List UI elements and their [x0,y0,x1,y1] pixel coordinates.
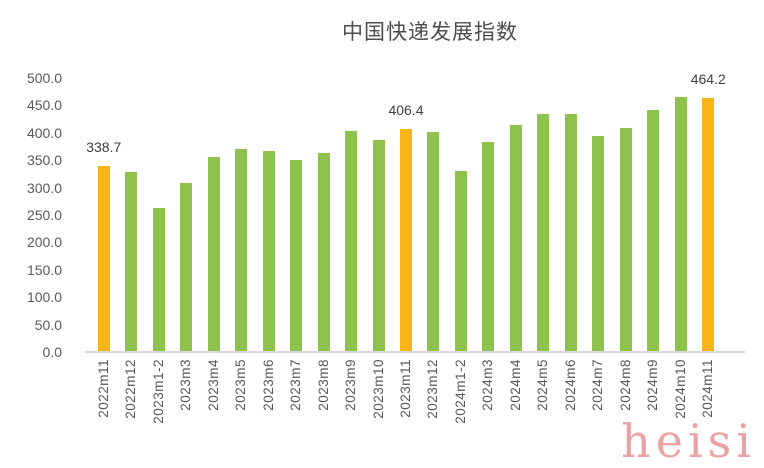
y-axis-tick-label: 150.0 [26,261,62,278]
bar-highlighted [400,129,412,352]
y-axis-tick-label: 300.0 [26,179,62,196]
bar-value-label: 406.4 [388,102,424,119]
bar-value-label: 338.7 [86,139,122,156]
bar [674,97,687,352]
bar [345,130,358,352]
bar [152,208,165,352]
bar [317,153,330,352]
bar [235,149,248,352]
y-axis-tick-label: 400.0 [26,124,62,141]
bar [262,150,275,352]
bar [482,142,495,352]
bar [454,170,467,352]
y-axis-tick-label: 0.0 [42,344,62,360]
bar-highlighted [702,97,715,352]
watermark: heisi [621,414,756,468]
y-axis-tick-label: 100.0 [26,289,62,306]
bar [207,156,220,352]
bar [372,140,385,352]
bar [180,183,193,352]
bar [537,113,550,352]
y-axis-tick-label: 450.0 [26,97,62,114]
bar [647,110,660,352]
bar-highlighted [97,166,110,352]
bar [290,159,303,352]
y-axis-tick-label: 200.0 [26,234,62,251]
bar-value-label: 464.2 [690,70,726,87]
y-axis-tick-label: 500.0 [26,70,62,86]
bar [564,114,577,352]
bar [592,136,605,352]
bar [125,171,138,352]
bar [619,128,632,352]
bar [427,132,440,352]
y-axis-tick-label: 250.0 [26,207,62,223]
y-axis-tick-label: 350.0 [26,152,62,169]
y-axis-tick-label: 50.0 [34,316,62,333]
x-axis-line [85,351,745,353]
bar [509,124,522,352]
chart-title: 中国快递发展指数 [342,21,518,44]
